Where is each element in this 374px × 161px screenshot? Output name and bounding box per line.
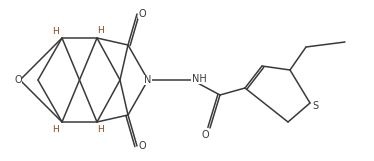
Text: H: H <box>53 126 59 134</box>
Text: O: O <box>138 141 146 151</box>
Text: O: O <box>138 9 146 19</box>
Text: N: N <box>144 75 152 85</box>
Text: H: H <box>98 25 104 34</box>
Text: H: H <box>98 126 104 134</box>
Text: H: H <box>53 27 59 35</box>
Text: NH: NH <box>191 74 206 84</box>
Text: O: O <box>201 130 209 140</box>
Text: O: O <box>14 75 22 85</box>
Text: S: S <box>312 101 318 111</box>
